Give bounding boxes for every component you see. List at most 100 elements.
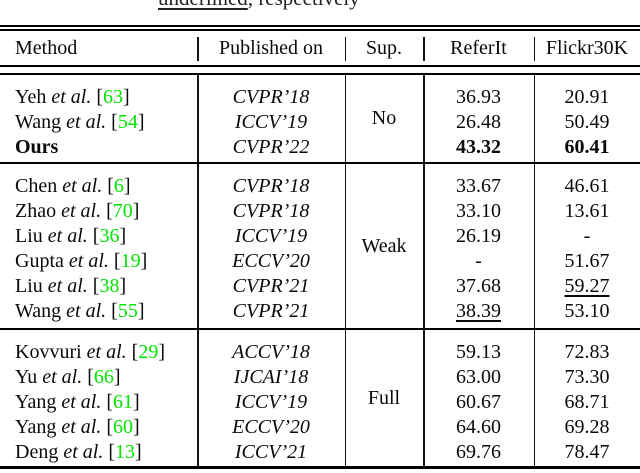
venue-cell: CVPR’18: [232, 174, 310, 197]
table-row: Gupta et al. [19] ECCV’20 - 51.67: [0, 249, 640, 274]
author-name: Ours: [15, 135, 59, 158]
citation-open-bracket: [: [106, 199, 113, 222]
citation-number[interactable]: 60: [113, 415, 133, 438]
referit-value: 59.13: [456, 340, 501, 363]
flickr30k-value: 69.28: [564, 415, 610, 438]
column-separator: [197, 75, 199, 162]
table-row: Yang et al. [61] ICCV’19 60.67 68.71: [0, 390, 640, 415]
column-separator: [533, 330, 536, 466]
et-al-text: et al.: [42, 365, 83, 388]
author-name: Yang: [15, 390, 57, 413]
method-cell: Yu et al. [66]: [15, 365, 121, 390]
referit-value: 63.00: [456, 365, 501, 388]
citation-open-bracket: [: [107, 174, 114, 197]
method-cell: Yang et al. [60]: [15, 415, 140, 440]
et-al-text: et al.: [66, 110, 107, 133]
column-header-published-on: Published on: [219, 37, 323, 59]
venue-cell: ICCV’19: [234, 110, 308, 133]
citation-close-bracket: ]: [137, 299, 145, 322]
citation-number[interactable]: 13: [115, 440, 135, 463]
column-header-method: Method: [15, 37, 78, 59]
table-header: Method Published on Sup. ReferIt Flickr3…: [0, 33, 640, 64]
supervision-label: Full: [367, 386, 401, 409]
table-row: Wang et al. [54] ICCV’19 26.48 50.49: [0, 110, 640, 135]
citation-number[interactable]: 70: [112, 199, 133, 222]
author-name: Wang: [15, 110, 62, 133]
et-al-text: et al.: [61, 199, 102, 222]
column-separator: [533, 164, 536, 328]
citation-close-bracket: ]: [119, 274, 127, 297]
header-rule-2: [0, 73, 640, 75]
et-al-text: et al.: [86, 340, 127, 363]
author-name: Chen: [15, 174, 58, 197]
flickr30k-value: 73.30: [564, 365, 610, 388]
venue-cell: CVPR’21: [232, 299, 310, 322]
column-header-flickr30k: Flickr30K: [545, 37, 629, 59]
author-name: Gupta: [15, 249, 64, 272]
citation-open-bracket: [: [106, 415, 113, 438]
referit-value: 43.32: [456, 135, 501, 158]
author-name: Wang: [15, 299, 62, 322]
method-cell: Wang et al. [55]: [15, 299, 145, 324]
bottom-rule: [0, 466, 640, 469]
method-cell: Ours: [15, 135, 58, 160]
et-al-text: et al.: [51, 85, 92, 108]
author-name: Liu: [15, 274, 43, 297]
column-separator: [344, 164, 347, 328]
table-row: Deng et al. [13] ICCV’21 69.76 78.47: [0, 440, 640, 465]
flickr30k-value: 20.91: [564, 85, 610, 108]
flickr30k-value: 72.83: [564, 340, 610, 363]
column-separator: [423, 164, 425, 328]
method-cell: Zhao et al. [70]: [15, 199, 139, 224]
flickr30k-value: 53.10: [564, 299, 610, 322]
citation-number[interactable]: 36: [99, 224, 120, 247]
citation-open-bracket: [: [96, 85, 103, 108]
method-cell: Yeh et al. [63]: [15, 85, 130, 110]
et-al-text: et al.: [68, 249, 109, 272]
column-separator: [344, 75, 347, 162]
table-row: Yeh et al. [63] CVPR’18 36.93 20.91: [0, 85, 640, 110]
block-rows: Kovvuri et al. [29] ACCV’18 59.13 72.83 Yu et a…: [0, 340, 640, 465]
flickr30k-value: 68.71: [564, 390, 610, 413]
referit-value: 33.67: [456, 174, 501, 197]
citation-open-bracket: [: [131, 340, 139, 363]
venue-cell: ACCV’18: [232, 340, 310, 363]
author-name: Kovvuri: [15, 340, 82, 363]
venue-cell: CVPR’18: [232, 199, 310, 222]
column-header-referit: ReferIt: [450, 37, 507, 59]
column-separator: [423, 37, 425, 61]
citation-number[interactable]: 29: [138, 340, 159, 363]
citation-number[interactable]: 66: [93, 365, 114, 388]
method-cell: Chen et al. [6]: [15, 174, 131, 199]
author-name: Yu: [15, 365, 38, 388]
top-rule-2: [0, 29, 640, 31]
citation-close-bracket: ]: [137, 110, 145, 133]
flickr30k-value: 50.49: [564, 110, 610, 133]
et-al-text: et al.: [47, 224, 88, 247]
author-name: Liu: [15, 224, 43, 247]
table-row: Liu et al. [38] CVPR’21 37.68 59.27: [0, 274, 640, 299]
citation-number[interactable]: 61: [113, 390, 133, 413]
referit-value: 60.67: [456, 390, 501, 413]
citation-close-bracket: ]: [123, 174, 131, 197]
citation-number[interactable]: 55: [117, 299, 138, 322]
block-rule-1: [0, 162, 640, 164]
citation-number[interactable]: 6: [113, 174, 124, 197]
citation-number[interactable]: 19: [120, 249, 141, 272]
citation-number[interactable]: 54: [117, 110, 138, 133]
caption-fragment-text: underlined, respectively: [158, 0, 360, 10]
caption-underlined-word: underlined: [158, 0, 248, 10]
author-name: Yeh: [15, 85, 47, 108]
citation-close-bracket: ]: [113, 365, 121, 388]
venue-cell: ICCV’19: [234, 390, 308, 413]
citation-open-bracket: [: [92, 224, 100, 247]
referit-value: 26.19: [456, 224, 501, 247]
method-cell: Deng et al. [13]: [15, 440, 142, 465]
citation-close-bracket: ]: [133, 390, 140, 413]
table-row: Wang et al. [55] CVPR’21 38.39 53.10: [0, 299, 640, 324]
citation-number[interactable]: 38: [99, 274, 120, 297]
citation-number[interactable]: 63: [103, 85, 123, 108]
venue-cell: IJCAI’18: [233, 365, 309, 388]
et-al-text: et al.: [63, 440, 104, 463]
